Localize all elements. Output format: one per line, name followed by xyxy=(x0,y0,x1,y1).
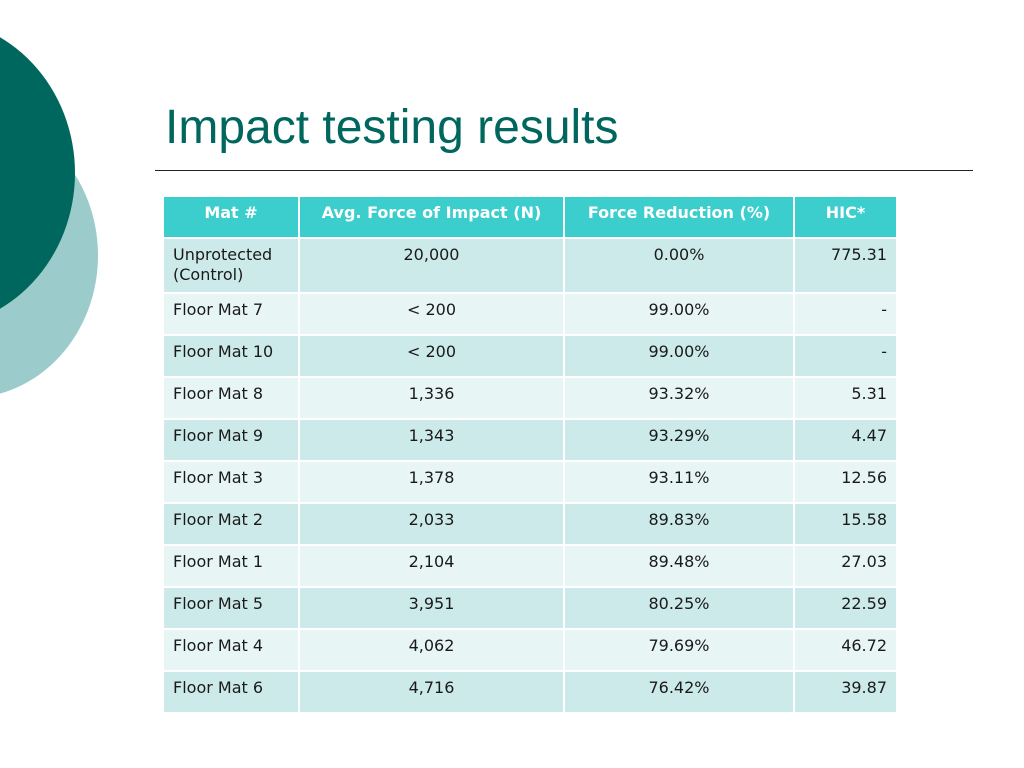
cell-hic: 5.31 xyxy=(793,376,898,420)
cell-mat: Floor Mat 4 xyxy=(162,628,300,672)
cell-reduction: 99.00% xyxy=(563,292,795,336)
header-row: Mat # Avg. Force of Impact (N) Force Red… xyxy=(162,195,898,239)
table-row: Floor Mat 2 2,033 89.83% 15.58 xyxy=(162,502,898,546)
cell-reduction: 80.25% xyxy=(563,586,795,630)
cell-reduction: 93.32% xyxy=(563,376,795,420)
cell-reduction: 89.83% xyxy=(563,502,795,546)
cell-mat: Floor Mat 5 xyxy=(162,586,300,630)
cell-mat: Unprotected (Control) xyxy=(162,237,300,294)
table-body: Unprotected (Control) 20,000 0.00% 775.3… xyxy=(162,237,898,714)
cell-force: 2,033 xyxy=(298,502,565,546)
title-divider xyxy=(155,170,973,171)
table-row: Floor Mat 5 3,951 80.25% 22.59 xyxy=(162,586,898,630)
header-force-reduction: Force Reduction (%) xyxy=(563,195,795,239)
table-row: Floor Mat 10 < 200 99.00% - xyxy=(162,334,898,378)
table-row: Floor Mat 7 < 200 99.00% - xyxy=(162,292,898,336)
cell-hic: 775.31 xyxy=(793,237,898,294)
cell-mat: Floor Mat 9 xyxy=(162,418,300,462)
cell-hic: 4.47 xyxy=(793,418,898,462)
table-row: Floor Mat 4 4,062 79.69% 46.72 xyxy=(162,628,898,672)
cell-force: 20,000 xyxy=(298,237,565,294)
cell-force: 3,951 xyxy=(298,586,565,630)
cell-mat: Floor Mat 2 xyxy=(162,502,300,546)
header-hic: HIC* xyxy=(793,195,898,239)
table-row: Floor Mat 1 2,104 89.48% 27.03 xyxy=(162,544,898,588)
cell-force: 4,716 xyxy=(298,670,565,714)
cell-force: 4,062 xyxy=(298,628,565,672)
cell-reduction: 79.69% xyxy=(563,628,795,672)
cell-reduction: 89.48% xyxy=(563,544,795,588)
slide-title: Impact testing results xyxy=(165,101,619,154)
table-row: Floor Mat 8 1,336 93.32% 5.31 xyxy=(162,376,898,420)
cell-mat: Floor Mat 3 xyxy=(162,460,300,504)
cell-hic: 27.03 xyxy=(793,544,898,588)
table-row: Unprotected (Control) 20,000 0.00% 775.3… xyxy=(162,237,898,294)
cell-mat: Floor Mat 6 xyxy=(162,670,300,714)
cell-reduction: 76.42% xyxy=(563,670,795,714)
cell-hic: 12.56 xyxy=(793,460,898,504)
cell-hic: 39.87 xyxy=(793,670,898,714)
cell-force: < 200 xyxy=(298,334,565,378)
cell-mat: Floor Mat 8 xyxy=(162,376,300,420)
table-row: Floor Mat 9 1,343 93.29% 4.47 xyxy=(162,418,898,462)
cell-force: < 200 xyxy=(298,292,565,336)
cell-reduction: 93.11% xyxy=(563,460,795,504)
cell-force: 1,343 xyxy=(298,418,565,462)
table-row: Floor Mat 6 4,716 76.42% 39.87 xyxy=(162,670,898,714)
cell-hic: 22.59 xyxy=(793,586,898,630)
cell-mat: Floor Mat 10 xyxy=(162,334,300,378)
cell-mat: Floor Mat 1 xyxy=(162,544,300,588)
cell-reduction: 99.00% xyxy=(563,334,795,378)
cell-force: 2,104 xyxy=(298,544,565,588)
cell-hic: 46.72 xyxy=(793,628,898,672)
header-avg-force: Avg. Force of Impact (N) xyxy=(298,195,565,239)
cell-force: 1,336 xyxy=(298,376,565,420)
results-table: Mat # Avg. Force of Impact (N) Force Red… xyxy=(162,195,898,714)
table-header: Mat # Avg. Force of Impact (N) Force Red… xyxy=(162,195,898,239)
header-mat: Mat # xyxy=(162,195,300,239)
cell-hic: 15.58 xyxy=(793,502,898,546)
cell-reduction: 0.00% xyxy=(563,237,795,294)
cell-hic: - xyxy=(793,292,898,336)
cell-reduction: 93.29% xyxy=(563,418,795,462)
cell-mat: Floor Mat 7 xyxy=(162,292,300,336)
table-row: Floor Mat 3 1,378 93.11% 12.56 xyxy=(162,460,898,504)
cell-force: 1,378 xyxy=(298,460,565,504)
cell-hic: - xyxy=(793,334,898,378)
